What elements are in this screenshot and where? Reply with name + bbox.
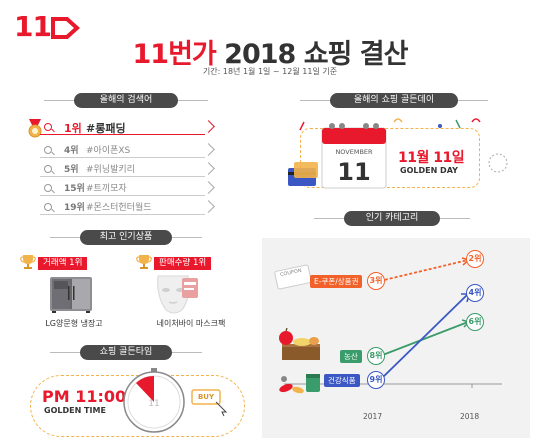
- category-label-produce: 농산: [340, 350, 362, 363]
- refrigerator-image: [50, 277, 92, 313]
- trophy-icon: [136, 255, 152, 269]
- keyword-rank: 1위: [64, 122, 82, 135]
- calendar-month: NOVEMBER: [335, 148, 373, 156]
- period-text: 기간: 18년 1월 1일 ~ 12월 11일 기준: [202, 67, 338, 76]
- produce-icon: [279, 328, 320, 360]
- keyword-rank: 19위: [64, 203, 85, 213]
- volume-item-label: 네이처바이 마스크팩: [156, 319, 226, 328]
- golden-day-panel: [300, 128, 480, 188]
- keyword-item[interactable]: 15위 #트끼모자: [20, 181, 215, 199]
- chevron-right-icon: [202, 162, 215, 175]
- page-title: 11번가 2018 쇼핑 결산: [0, 32, 540, 71]
- x-tick-2018: 2018: [460, 412, 480, 421]
- chevron-right-icon: [202, 143, 215, 156]
- decoration-icon: [488, 153, 508, 173]
- clock-icon: 11: [123, 368, 185, 433]
- keyword-term: #트끼모자: [86, 184, 127, 194]
- svg-text:11: 11: [148, 399, 159, 409]
- coupon-icon: [274, 264, 312, 290]
- chevron-right-icon: [202, 200, 215, 213]
- x-tick-2017: 2017: [363, 412, 383, 421]
- keyword-rank: 4위: [64, 146, 79, 156]
- credit-card-icon: [288, 162, 318, 186]
- keyword-term: #몬스터헌터월드: [86, 203, 152, 213]
- products-heading: 최고 인기상품: [50, 230, 202, 245]
- golden-day-heading: 올해의 쇼핑 골든데이: [300, 93, 488, 108]
- buy-button[interactable]: [190, 388, 234, 418]
- category-label-coupon: E-쿠폰/상품권: [310, 275, 363, 288]
- rank-2017-coupon: 3위: [367, 272, 385, 290]
- search-icon: [44, 165, 52, 173]
- keywords-heading: 올해의 검색어: [44, 93, 208, 108]
- keyword-item[interactable]: 4위 #아이폰XS: [20, 143, 215, 161]
- title-rest: 2018 쇼핑 결산: [224, 39, 408, 70]
- divider: [40, 214, 205, 215]
- search-icon: [44, 123, 52, 131]
- categories-heading: 인기 카테고리: [314, 211, 470, 226]
- divider: [40, 176, 205, 177]
- category-chart-lines: [284, 257, 502, 388]
- title-accent: 11번가: [132, 39, 217, 70]
- mask-pack-image: [157, 275, 198, 314]
- divider: [40, 195, 205, 196]
- confetti-icon: [299, 118, 481, 131]
- keyword-term: #롱패딩: [86, 122, 126, 135]
- keyword-rank: 5위: [64, 165, 79, 175]
- divider: [40, 134, 205, 135]
- keyword-item[interactable]: 19위 #몬스터헌터월드: [20, 200, 215, 218]
- search-icon: [44, 146, 52, 154]
- calendar-icon: [321, 123, 387, 189]
- rank-2017-health: 9위: [367, 371, 385, 389]
- chevron-right-icon: [202, 181, 215, 194]
- keyword-item[interactable]: 1위 #롱패딩: [20, 120, 215, 138]
- golden-day-label: GOLDEN DAY: [400, 166, 458, 175]
- buy-label: BUY: [197, 393, 215, 401]
- medal-icon: [28, 119, 42, 138]
- golden-time-label: GOLDEN TIME: [44, 406, 106, 415]
- search-icon: [44, 203, 52, 211]
- trophy-icon: [20, 255, 36, 269]
- supplements-icon: [279, 374, 320, 394]
- volume-tag: 판매수량 1위: [154, 257, 212, 270]
- category-label-health: 건강식품: [324, 374, 360, 387]
- divider: [40, 157, 205, 158]
- chevron-right-icon: [202, 120, 215, 133]
- rank-2017-produce: 8위: [367, 347, 385, 365]
- golden-time-panel: [30, 375, 245, 437]
- search-icon: [44, 184, 52, 192]
- revenue-item-label: LG양문형 냉장고: [45, 319, 103, 328]
- keyword-rank: 15위: [64, 184, 85, 194]
- rank-2018-produce: 6위: [466, 313, 484, 331]
- rank-2018-health: 4위: [466, 284, 484, 302]
- golden-time-time: PM 11:00: [42, 387, 127, 406]
- calendar-day: 11: [337, 158, 371, 186]
- logo-arrow-icon: [50, 17, 80, 39]
- golden-day-date: 11월 11일: [398, 150, 465, 166]
- logo: 11: [14, 10, 81, 43]
- keyword-term: #위닝발키리: [86, 165, 135, 175]
- golden-time-heading: 쇼핑 골든타임: [50, 345, 202, 360]
- keyword-item[interactable]: 5위 #위닝발키리: [20, 162, 215, 180]
- revenue-tag: 거래액 1위: [38, 257, 88, 270]
- rank-2018-coupon: 2위: [466, 250, 484, 268]
- keyword-term: #아이폰XS: [86, 146, 131, 156]
